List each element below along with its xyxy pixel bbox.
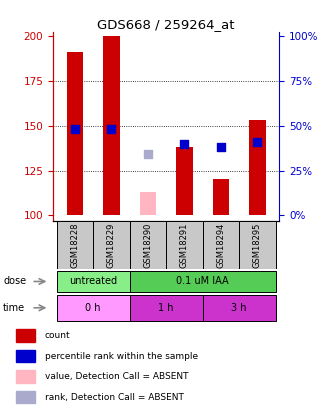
Text: dose: dose	[3, 277, 26, 286]
Bar	[93, 221, 130, 269]
Bar	[67, 52, 83, 215]
Bar	[56, 295, 130, 321]
Bar	[16, 350, 35, 362]
Text: 1 h: 1 h	[158, 303, 174, 313]
Bar	[16, 391, 35, 403]
Text: GSM18294: GSM18294	[216, 222, 225, 268]
Bar	[16, 371, 35, 383]
Text: GSM18228: GSM18228	[70, 222, 79, 268]
Bar	[103, 36, 120, 215]
Text: untreated: untreated	[69, 277, 117, 286]
Text: time: time	[3, 303, 25, 313]
Bar	[130, 271, 276, 292]
Bar	[56, 221, 93, 269]
Bar	[176, 147, 193, 215]
Bar	[130, 295, 203, 321]
Bar	[249, 120, 265, 215]
Bar	[140, 192, 156, 215]
Text: GSM18290: GSM18290	[143, 222, 152, 268]
Text: value, Detection Call = ABSENT: value, Detection Call = ABSENT	[45, 372, 188, 381]
Bar	[130, 221, 166, 269]
Point	[145, 151, 151, 158]
Bar	[166, 221, 203, 269]
Text: GSM18291: GSM18291	[180, 222, 189, 268]
Text: GSM18229: GSM18229	[107, 222, 116, 268]
Text: 0.1 uM IAA: 0.1 uM IAA	[176, 277, 229, 286]
Bar	[56, 271, 130, 292]
Text: 3 h: 3 h	[231, 303, 247, 313]
Bar	[16, 329, 35, 342]
Bar	[213, 179, 229, 215]
Text: 0 h: 0 h	[85, 303, 101, 313]
Text: count: count	[45, 331, 70, 340]
Point	[218, 144, 223, 150]
Title: GDS668 / 259264_at: GDS668 / 259264_at	[97, 18, 235, 31]
Bar	[203, 295, 276, 321]
Text: GSM18295: GSM18295	[253, 222, 262, 268]
Bar	[203, 221, 239, 269]
Point	[255, 139, 260, 145]
Point	[72, 126, 77, 132]
Point	[182, 141, 187, 147]
Text: rank, Detection Call = ABSENT: rank, Detection Call = ABSENT	[45, 392, 183, 402]
Point	[109, 126, 114, 132]
Text: percentile rank within the sample: percentile rank within the sample	[45, 352, 198, 361]
Bar	[239, 221, 276, 269]
